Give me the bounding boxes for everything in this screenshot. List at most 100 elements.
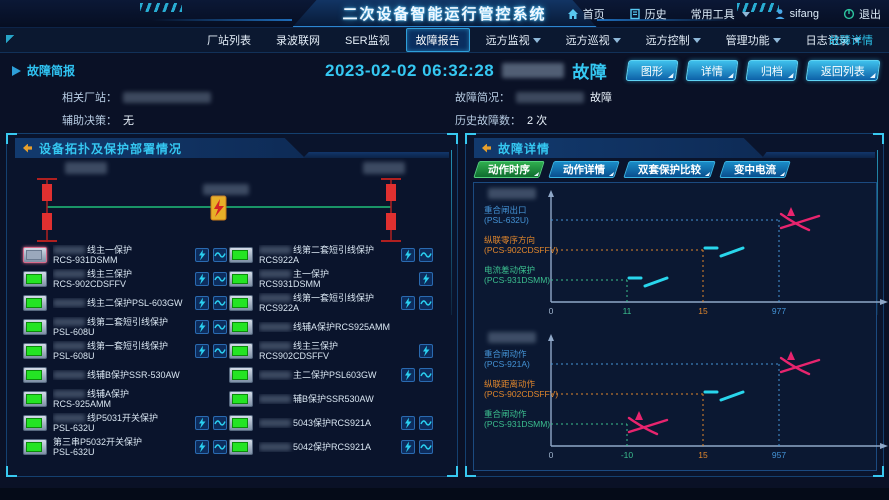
- waveform-button[interactable]: [419, 247, 433, 262]
- device-item[interactable]: 辅B保护SSR530AW: [229, 388, 433, 409]
- waveform-button[interactable]: [213, 271, 227, 286]
- device-item[interactable]: 5043保护RCS921A: [229, 412, 433, 433]
- waveform-button[interactable]: [213, 343, 227, 358]
- device-model: PSL-608U: [53, 350, 95, 361]
- tab-双套保护比较[interactable]: 双套保护比较: [623, 161, 716, 178]
- chevron-down-icon: [741, 11, 750, 17]
- nav-item-label: 日志记录: [805, 35, 850, 47]
- masked-device-prefix: [259, 323, 291, 332]
- nav-item-远方监视[interactable]: 远方监视: [477, 29, 550, 51]
- chevron-down-icon: [532, 37, 541, 43]
- tab-动作时序[interactable]: 动作时序: [473, 161, 545, 178]
- device-item[interactable]: 线主一保护 RCS-931DSMM: [23, 244, 227, 265]
- event-report-button[interactable]: [401, 367, 415, 382]
- fault-datetime: 2023-02-02 06:32:28 故障: [325, 58, 607, 83]
- device-text: 辅B保护SSR530AW: [259, 394, 433, 404]
- device-item[interactable]: 5042保护RCS921A: [229, 436, 433, 457]
- nav-item-远方巡视[interactable]: 远方巡视: [557, 29, 630, 51]
- event-report-button[interactable]: [401, 439, 415, 454]
- event-report-button[interactable]: [195, 415, 209, 430]
- tab-变中电流[interactable]: 变中电流: [719, 161, 791, 178]
- event-report-button[interactable]: [401, 247, 415, 262]
- history-menu-item[interactable]: 历史: [629, 6, 667, 22]
- device-item[interactable]: 线主三保护 RCS902CDSFFV: [229, 340, 433, 361]
- waveform-button[interactable]: [419, 367, 433, 382]
- waveform-button[interactable]: [419, 415, 433, 430]
- masked-device-prefix: [53, 414, 85, 423]
- device-item[interactable]: 线主二保护PSL-603GW: [23, 292, 227, 313]
- waveform-button[interactable]: [419, 295, 433, 310]
- device-model: RCS-931DSMM: [53, 254, 118, 265]
- device-item[interactable]: 主一保护 RCS931DSMM: [229, 268, 433, 289]
- user-menu-item[interactable]: sifang: [774, 8, 819, 20]
- device-status-icon: [23, 294, 47, 311]
- nav-item-故障报告[interactable]: 故障报告: [405, 28, 470, 52]
- device-item[interactable]: 线P5031开关保护 PSL-632U: [23, 412, 227, 433]
- device-name: 5043保护RCS921A: [293, 417, 372, 428]
- device-item[interactable]: 主二保护PSL603GW: [229, 364, 433, 385]
- device-name: 第三串P5032开关保护: [53, 436, 143, 447]
- device-item[interactable]: 线第二套短引线保护 PSL-608U: [23, 316, 227, 337]
- event-report-button[interactable]: [195, 247, 209, 262]
- button-label: 详情: [701, 65, 723, 78]
- device-status-icon: [229, 294, 253, 311]
- archive-button[interactable]: 归档: [745, 60, 799, 81]
- device-item[interactable]: 线辅A保护RCS925AMM: [229, 316, 433, 337]
- masked-station-left: [65, 162, 107, 174]
- event-report-button[interactable]: [195, 343, 209, 358]
- waveform-button[interactable]: [213, 319, 227, 334]
- waveform-button[interactable]: [213, 295, 227, 310]
- nav-item-管理功能[interactable]: 管理功能: [717, 29, 790, 51]
- waveform-button[interactable]: [213, 247, 227, 262]
- device-status-icon: [23, 246, 47, 263]
- device-item[interactable]: 线第一套短引线保护 PSL-608U: [23, 340, 227, 361]
- masked-line-name: [203, 184, 249, 195]
- device-item[interactable]: 第三串P5032开关保护 PSL-632U: [23, 436, 227, 457]
- chart-row-label: 电流差动保护 (PCS-931DSMM): [484, 265, 551, 285]
- device-item[interactable]: 线辅B保护SSR-530AW: [23, 364, 227, 385]
- wave-icon: [214, 251, 226, 258]
- home-icon: [567, 9, 578, 19]
- masked-device-prefix: [53, 246, 85, 255]
- device-status-icon: [229, 342, 253, 359]
- nav-item-远方控制[interactable]: 远方控制: [637, 29, 710, 51]
- event-report-button[interactable]: [419, 343, 433, 358]
- device-actions: [401, 439, 433, 454]
- detail-button[interactable]: 详情: [685, 60, 739, 81]
- chevron-down-menu-item[interactable]: 常用工具: [691, 6, 750, 22]
- chevron-down-icon: [852, 37, 861, 43]
- event-report-button[interactable]: [401, 295, 415, 310]
- event-report-button[interactable]: [195, 439, 209, 454]
- masked-device-prefix: [53, 390, 85, 399]
- fault-detail-link[interactable]: 故障详情: [829, 35, 873, 47]
- event-report-button[interactable]: [195, 295, 209, 310]
- device-name: 线第一套短引线保护: [293, 292, 375, 303]
- device-item[interactable]: 线第一套短引线保护 RCS922A: [229, 292, 433, 313]
- nav-item-厂站列表[interactable]: 厂站列表: [198, 29, 260, 51]
- tab-label: 动作时序: [488, 164, 530, 176]
- device-name: 线第二套短引线保护: [87, 316, 169, 327]
- nav-item-录波联网[interactable]: 录波联网: [267, 29, 329, 51]
- device-status-icon: [229, 414, 253, 431]
- waveform-button[interactable]: [213, 439, 227, 454]
- waveform-button[interactable]: [213, 415, 227, 430]
- device-item[interactable]: 线主三保护 RCS-902CDSFFV: [23, 268, 227, 289]
- device-item[interactable]: 线辅A保护 RCS-925AMM: [23, 388, 227, 409]
- back-to-list-button[interactable]: 返回列表: [805, 60, 881, 81]
- corner-bracket: [465, 466, 476, 477]
- waveform-button[interactable]: [419, 439, 433, 454]
- logout-menu-item[interactable]: 退出: [843, 6, 881, 22]
- tab-动作详情[interactable]: 动作详情: [548, 161, 620, 178]
- event-report-button[interactable]: [195, 319, 209, 334]
- event-report-button[interactable]: [401, 415, 415, 430]
- device-item[interactable]: 线第二套短引线保护 RCS922A: [229, 244, 433, 265]
- graphic-button[interactable]: 图形: [625, 60, 679, 81]
- corner-bracket: [6, 466, 17, 477]
- nav-item-SER监视[interactable]: SER监视: [336, 29, 399, 51]
- related-station-field: 相关厂站：: [62, 89, 211, 105]
- event-report-button[interactable]: [195, 271, 209, 286]
- home-menu-item[interactable]: 首页: [567, 6, 605, 22]
- device-model: RCS931DSMM: [259, 278, 321, 289]
- nav-item-日志记录[interactable]: 日志记录: [797, 29, 870, 51]
- event-report-button[interactable]: [419, 271, 433, 286]
